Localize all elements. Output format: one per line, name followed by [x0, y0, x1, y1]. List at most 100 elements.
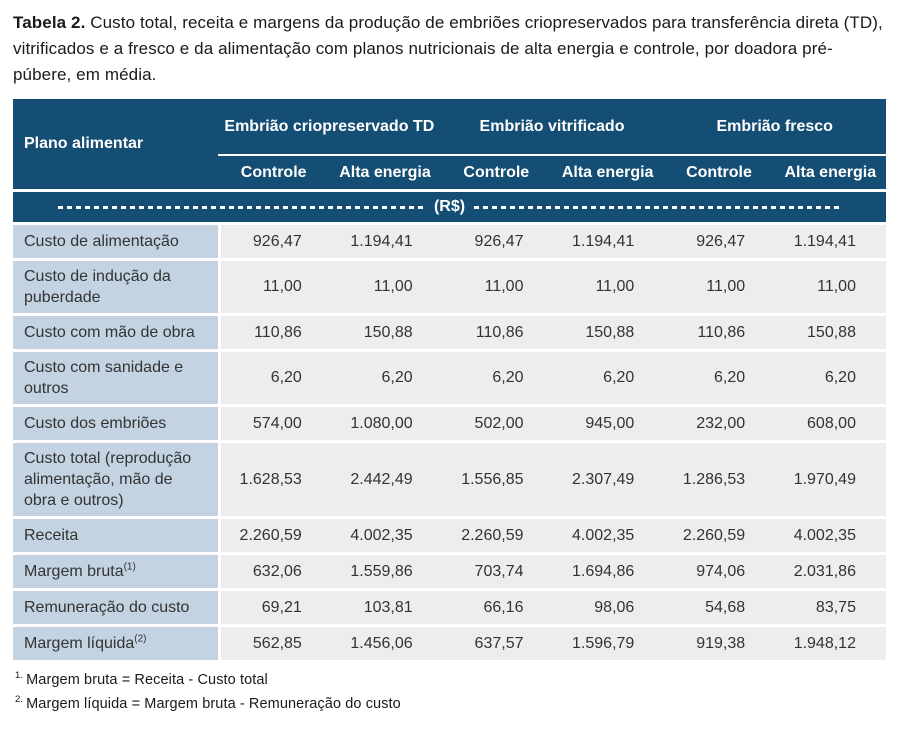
row-label: Custo com sanidade e outros [13, 352, 218, 404]
subheader-fresh-control: Controle [686, 163, 752, 181]
table-row: Custo de alimentação 926,47 1.194,41 926,47… [13, 225, 886, 258]
footnote-2-text: Margem líquida = Margem bruta - Remunera… [26, 695, 401, 712]
table-row: Custo com sanidade e outros 6,20 6,20 6,20 6… [13, 352, 886, 404]
value-cell: 11,00 [664, 261, 776, 313]
value-cell: 11,00 [775, 261, 886, 313]
value-cell: 1.694,86 [553, 555, 665, 588]
row-label: Custo dos embriões [13, 407, 218, 440]
value-cell: 69,21 [221, 591, 332, 624]
value-cell: 6,20 [442, 352, 554, 404]
row-values: 574,00 1.080,00 502,00 945,00 232,00 608,00 [221, 407, 886, 440]
row-label: Remuneração do custo [13, 591, 218, 624]
value-cell: 703,74 [442, 555, 554, 588]
value-cell: 1.948,12 [775, 627, 886, 660]
row-label-superscript: (2) [134, 633, 147, 645]
row-values: 632,06 1.559,86 703,74 1.694,86 974,06 2.031,… [221, 555, 886, 588]
value-cell: 110,86 [221, 316, 332, 349]
value-cell: 1.194,41 [553, 225, 665, 258]
row-label-superscript: (1) [123, 561, 136, 573]
row-values: 110,86 150,88 110,86 150,88 110,86 150,88 [221, 316, 886, 349]
table-row: Custo total (reprodu­ção alimentação, mã… [13, 443, 886, 516]
row-label: Custo com mão de obra [13, 316, 218, 349]
value-cell: 574,00 [221, 407, 332, 440]
footnote-2-marker: 2. [15, 693, 24, 705]
row-values: 1.628,53 2.442,49 1.556,85 2.307,49 1.286,53… [221, 443, 886, 516]
dashed-leader-right [474, 205, 842, 209]
value-cell: 1.628,53 [221, 443, 332, 516]
plan-column-header: Plano alimentar [24, 135, 144, 152]
value-cell: 1.596,79 [553, 627, 665, 660]
value-cell: 2.307,49 [553, 443, 665, 516]
table-row: Custo com mão de obra 110,86 150,88 110,86 1… [13, 316, 886, 349]
row-label: Receita [13, 519, 218, 552]
value-cell: 632,06 [221, 555, 332, 588]
value-cell: 6,20 [331, 352, 443, 404]
value-cell: 6,20 [664, 352, 776, 404]
footnote-2: 2. Margem líquida = Margem bruta - Remune… [15, 690, 887, 714]
header-right-area: Embrião criopreservado TD Embrião vitrif… [218, 99, 886, 189]
value-cell: 110,86 [664, 316, 776, 349]
value-cell: 1.286,53 [664, 443, 776, 516]
table-caption-text: Custo total, receita e margens da produç… [13, 13, 883, 84]
value-cell: 2.260,59 [221, 519, 332, 552]
table-row: Receita 2.260,59 4.002,35 2.260,59 4.002,35 2… [13, 519, 886, 552]
value-cell: 1.456,06 [331, 627, 443, 660]
unit-row: (R$) [13, 192, 886, 222]
table-body: Custo de alimentação 926,47 1.194,41 926,47… [13, 225, 886, 660]
subcolumn-header-row: Controle Alta energia Controle Alta ener… [218, 156, 886, 189]
row-label: Margem líquida(2) [13, 627, 218, 660]
row-label: Custo de alimentação [13, 225, 218, 258]
value-cell: 6,20 [553, 352, 665, 404]
row-values: 562,85 1.456,06 637,57 1.596,79 919,38 1.948,… [221, 627, 886, 660]
table-row: Margem líquida(2) 562,85 1.456,06 637,57 1.5… [13, 627, 886, 660]
dashed-leader-left [58, 205, 425, 209]
value-cell: 4.002,35 [775, 519, 886, 552]
row-values: 2.260,59 4.002,35 2.260,59 4.002,35 2.260,59… [221, 519, 886, 552]
value-cell: 4.002,35 [553, 519, 665, 552]
table-row: Custo dos embriões 574,00 1.080,00 502,00 94… [13, 407, 886, 440]
subheader-td-high-energy: Alta energia [339, 163, 431, 181]
value-cell: 945,00 [553, 407, 665, 440]
value-cell: 110,86 [442, 316, 554, 349]
table-header: Plano alimentar Embrião criopreservado T… [13, 99, 886, 189]
data-table: Plano alimentar Embrião criopreservado T… [13, 99, 886, 660]
value-cell: 2.442,49 [331, 443, 443, 516]
value-cell: 4.002,35 [331, 519, 443, 552]
value-cell: 502,00 [442, 407, 554, 440]
value-cell: 11,00 [221, 261, 332, 313]
value-cell: 1.970,49 [775, 443, 886, 516]
value-cell: 1.194,41 [331, 225, 443, 258]
value-cell: 66,16 [442, 591, 554, 624]
group-header-vitrified: Embrião vitrificado [479, 117, 625, 135]
value-cell: 1.080,00 [331, 407, 443, 440]
row-label: Custo de indução da puberdade [13, 261, 218, 313]
value-cell: 103,81 [331, 591, 443, 624]
table-caption: Tabela 2. Custo total, receita e margens… [13, 10, 887, 88]
row-label: Margem bruta(1) [13, 555, 218, 588]
footnote-1: 1. Margem bruta = Receita - Custo total [15, 666, 887, 690]
group-header-fresh: Embrião fresco [716, 117, 833, 135]
value-cell: 6,20 [775, 352, 886, 404]
value-cell: 6,20 [221, 352, 332, 404]
row-values: 6,20 6,20 6,20 6,20 6,20 6,20 [221, 352, 886, 404]
value-cell: 926,47 [664, 225, 776, 258]
table-row: Margem bruta(1) 632,06 1.559,86 703,74 1.694… [13, 555, 886, 588]
row-values: 926,47 1.194,41 926,47 1.194,41 926,47 1.194,… [221, 225, 886, 258]
table-row: Remuneração do custo 69,21 103,81 66,16 98,0… [13, 591, 886, 624]
value-cell: 83,75 [775, 591, 886, 624]
group-header-row: Embrião criopreservado TD Embrião vitrif… [218, 99, 886, 156]
value-cell: 919,38 [664, 627, 776, 660]
value-cell: 926,47 [442, 225, 554, 258]
row-values: 69,21 103,81 66,16 98,06 54,68 83,75 [221, 591, 886, 624]
table-caption-number: Tabela 2. [13, 13, 86, 32]
footnote-1-text: Margem bruta = Receita - Custo total [26, 671, 268, 688]
value-cell: 2.260,59 [664, 519, 776, 552]
value-cell: 54,68 [664, 591, 776, 624]
value-cell: 637,57 [442, 627, 554, 660]
row-values: 11,00 11,00 11,00 11,00 11,00 11,00 [221, 261, 886, 313]
value-cell: 150,88 [331, 316, 443, 349]
value-cell: 98,06 [553, 591, 665, 624]
subheader-td-control: Controle [240, 163, 307, 181]
subheader-vitrified-control: Controle [463, 163, 530, 181]
value-cell: 11,00 [442, 261, 554, 313]
